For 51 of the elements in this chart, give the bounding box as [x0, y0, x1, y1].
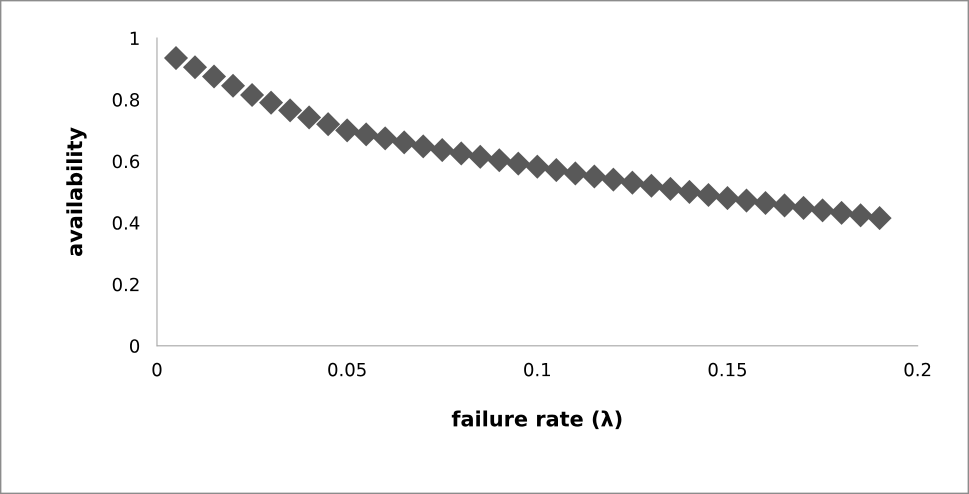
point	[221, 74, 246, 98]
y-tick-label: 0	[130, 339, 140, 353]
y-tick-label: 1	[130, 32, 139, 45]
point	[753, 190, 778, 216]
point	[182, 55, 208, 80]
point	[259, 90, 284, 115]
point	[658, 176, 682, 201]
point	[868, 206, 892, 230]
point	[240, 82, 264, 107]
y-tick-label: 0.2	[112, 278, 139, 292]
point	[354, 122, 378, 146]
point	[677, 180, 702, 204]
point	[411, 134, 436, 158]
point	[848, 203, 873, 228]
point	[487, 148, 512, 172]
point	[696, 182, 720, 208]
point	[792, 196, 816, 220]
point	[639, 174, 664, 198]
y-axis-title: availability	[66, 127, 87, 256]
point	[601, 168, 626, 192]
point	[202, 64, 226, 89]
point	[620, 170, 644, 195]
point	[715, 186, 740, 210]
x-tick-label: 0	[152, 362, 162, 376]
point	[164, 46, 188, 70]
point	[430, 138, 454, 162]
point	[449, 141, 474, 166]
point	[830, 200, 854, 225]
point	[734, 188, 759, 213]
point	[373, 126, 398, 150]
x-axis-title: failure rate (λ)	[452, 410, 622, 430]
point	[316, 112, 340, 136]
x-tick-label: 0.15	[708, 362, 746, 376]
point	[582, 164, 606, 189]
x-tick-label: 0.05	[328, 362, 366, 376]
point	[544, 158, 568, 182]
y-tick-label: 0.6	[112, 154, 140, 168]
point	[525, 154, 550, 179]
point	[506, 152, 530, 176]
y-tick-label: 0.8	[112, 93, 140, 107]
x-tick-label: 0.1	[524, 362, 550, 376]
point	[468, 144, 492, 169]
x-tick-label: 0.2	[904, 362, 930, 376]
point	[810, 198, 835, 222]
point	[278, 98, 302, 122]
point	[563, 161, 588, 186]
point	[772, 193, 797, 218]
y-tick-label: 0.4	[112, 216, 140, 230]
point	[297, 105, 322, 130]
point	[392, 130, 416, 154]
point	[335, 118, 360, 142]
